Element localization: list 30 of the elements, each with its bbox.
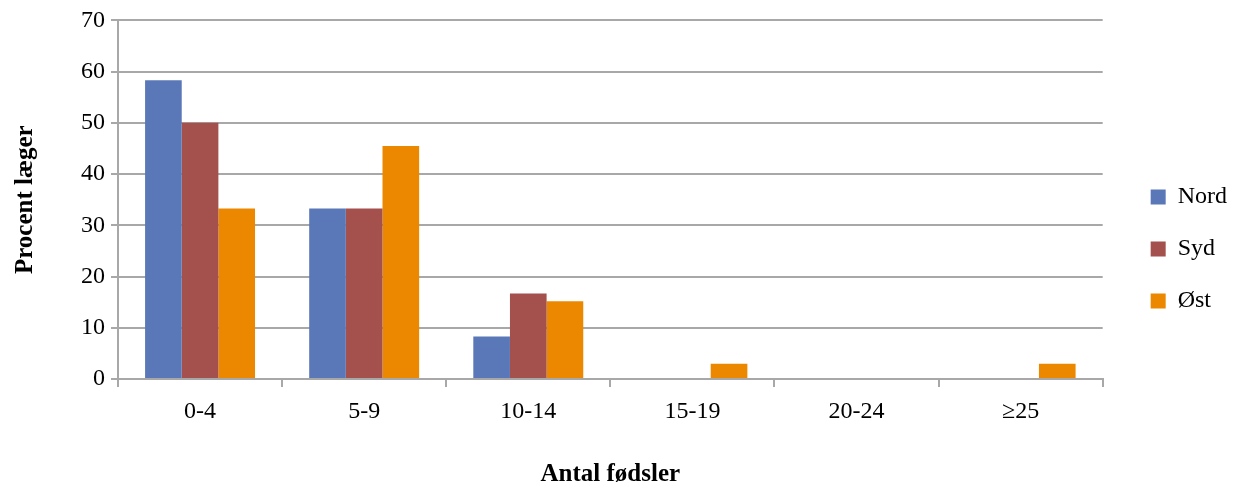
bar [218,208,256,378]
bar [509,293,547,378]
y-tick-label: 70 [81,5,105,32]
y-tick-label: 10 [81,313,105,340]
bar [181,122,219,378]
x-tick-label: 20-24 [828,396,885,423]
bar [309,208,346,378]
bar [1038,363,1076,378]
y-tick-label: 50 [81,108,105,135]
x-tick-label: 15-19 [664,396,721,423]
bar [382,145,420,378]
y-tick-label: 30 [81,210,105,237]
x-axis-title: Antal fødsler [540,459,681,487]
legend-label: Nord [1177,182,1227,209]
y-tick-label: 60 [81,56,105,83]
bar [710,363,748,378]
bar [546,301,584,378]
legend-label: Øst [1177,286,1212,313]
legend-label: Syd [1177,234,1216,261]
y-tick-label: 20 [81,261,105,288]
bar [145,80,182,378]
bar [345,208,383,378]
y-axis-title: Procent læger [10,125,38,275]
x-tick-label: 10-14 [500,396,557,423]
x-tick-label: ≥25 [1002,396,1040,423]
x-tick-label: 5-9 [348,396,381,423]
x-tick-label: 0-4 [184,396,217,423]
y-tick-label: 0 [93,364,105,391]
y-tick-label: 40 [81,159,105,186]
bar [473,336,510,378]
